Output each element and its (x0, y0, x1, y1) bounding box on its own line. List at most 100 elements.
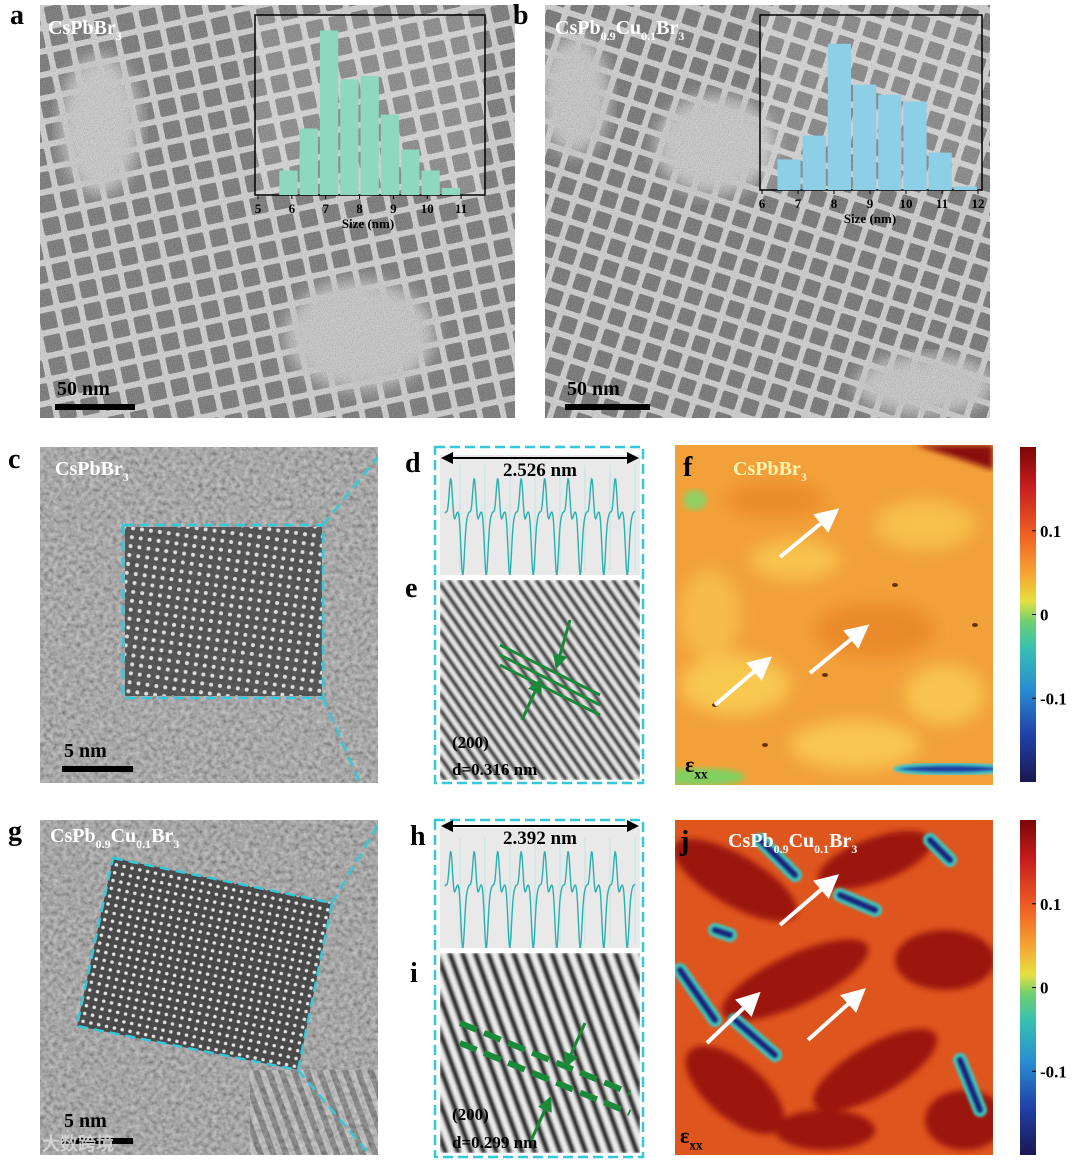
sample-name-part: Br (829, 830, 851, 852)
scale-bar-label: 5 nm (64, 740, 107, 762)
x-tick-label: 5 (255, 201, 262, 216)
profile-line (444, 477, 636, 575)
panel-label: h (410, 821, 426, 852)
x-tick-label: 9 (867, 196, 874, 211)
x-tick-label: 12 (972, 196, 985, 211)
scale-bar (55, 404, 135, 410)
strain-symbol-part: xx (694, 767, 708, 782)
hrtem-image (40, 820, 378, 1155)
sample-name: CsPb0.9Cu0.1Br3 (555, 17, 684, 43)
strain-symbol-part: ε (685, 752, 694, 777)
arrows (705, 874, 866, 1045)
sample-name-part: 3 (851, 842, 857, 856)
profile-plot (440, 828, 640, 948)
sample-name: CsPbBr3 (48, 17, 122, 43)
fft-image (440, 953, 640, 1153)
x-tick-label: 10 (900, 196, 913, 211)
hist-bar (299, 128, 318, 195)
sample-name-part: 3 (123, 470, 129, 484)
sample-name-part: 0.1 (814, 842, 829, 856)
sample-name-part: Br (656, 17, 678, 39)
arrows (713, 508, 870, 707)
strain-map (675, 445, 993, 785)
sample-name-part: CsPbBr (48, 17, 116, 39)
spacing-label: d=0.299 nm (452, 1133, 537, 1152)
sample-name-part: CsPb (728, 830, 774, 852)
strain-symbol-part: ε (680, 1123, 689, 1148)
profile-line (444, 850, 636, 948)
hist-bar (953, 186, 977, 190)
sample-name: CsPbBr3 (733, 458, 807, 484)
inset-frame (433, 445, 645, 785)
panel-label: a (10, 0, 24, 31)
hist-bar (421, 170, 440, 195)
strain-symbol: εxx (680, 1123, 703, 1153)
panel-label: j (679, 826, 689, 857)
x-tick-label: 11 (455, 201, 467, 216)
distance-label: 2.526 nm (503, 460, 577, 481)
x-tick-label: 6 (289, 201, 296, 216)
sample-name-part: Br (151, 825, 173, 847)
colorbar-tick-label: 0 (1040, 606, 1049, 625)
colorbar-tick-label: 0.1 (1040, 522, 1061, 541)
strain-symbol: εxx (685, 752, 708, 782)
strain-symbol-part: xx (689, 1138, 703, 1153)
spacing-label: d=0.316 nm (452, 760, 537, 779)
x-tick-label: 8 (831, 196, 838, 211)
hist-bar (340, 79, 359, 195)
scale-bar (565, 404, 650, 410)
plane-label: (200) (452, 1105, 489, 1124)
hist-bar (827, 43, 851, 190)
sample-name-part: 0.9 (774, 842, 789, 856)
panel-label: c (8, 444, 20, 475)
hist-bar (853, 84, 877, 190)
sample-name-part: CsPbBr (55, 458, 123, 480)
x-tick-label: 9 (390, 201, 397, 216)
colorbar-tick-label: 0 (1040, 979, 1049, 998)
histogram: 6 7 8 9 10 11 12 Size (nm) (759, 14, 985, 226)
profile (444, 838, 636, 948)
hist-bar (441, 188, 461, 195)
hist-bar (903, 101, 927, 190)
sample-name-part: 0.1 (136, 837, 151, 851)
tem-image (40, 5, 515, 418)
sample-name-part: 0.1 (641, 29, 656, 43)
x-tick-label: 8 (356, 201, 363, 216)
x-axis-label: Size (nm) (844, 211, 896, 226)
sample-name: CsPb0.9Cu0.1Br3 (728, 830, 857, 856)
profile (444, 465, 636, 575)
hist-bar (878, 94, 902, 190)
hist-bar (401, 149, 420, 195)
tem-image (545, 5, 990, 418)
sample-name-part: 3 (678, 29, 684, 43)
sample-name-part: 3 (173, 837, 179, 851)
colorbar-tick-label: -0.1 (1040, 689, 1067, 708)
distance-label: 2.392 nm (503, 828, 577, 849)
histogram: 5 6 7 8 9 10 11 Size (nm) (254, 14, 486, 231)
sample-name: CsPbBr3 (55, 458, 129, 484)
hist-bar (928, 152, 952, 190)
x-tick-label: 10 (421, 201, 434, 216)
hist-bar (777, 159, 801, 190)
scale-bar-label: 50 nm (57, 378, 110, 400)
panel-label: f (683, 452, 693, 483)
sample-name-part: 3 (116, 29, 122, 43)
strain-map (675, 820, 993, 1155)
plane-label: (200) (452, 733, 489, 752)
hist-bar (360, 76, 379, 195)
x-tick-label: 11 (936, 196, 948, 211)
hist-bar (279, 170, 298, 195)
sample-name-part: Cu (616, 17, 642, 39)
x-tick-label: 7 (795, 196, 802, 211)
x-tick-label: 7 (322, 201, 329, 216)
hist-bar (319, 30, 339, 195)
fft-image (440, 580, 640, 780)
sample-name-part: CsPb (555, 17, 601, 39)
watermark: 大数跨境 (42, 1133, 114, 1155)
sample-name: CsPb0.9Cu0.1Br3 (50, 825, 179, 851)
inset-frame (433, 818, 645, 1159)
scale-bar (62, 766, 133, 772)
x-axis-label: Size (nm) (342, 216, 394, 231)
scale-bar-label: 5 nm (64, 1110, 107, 1132)
